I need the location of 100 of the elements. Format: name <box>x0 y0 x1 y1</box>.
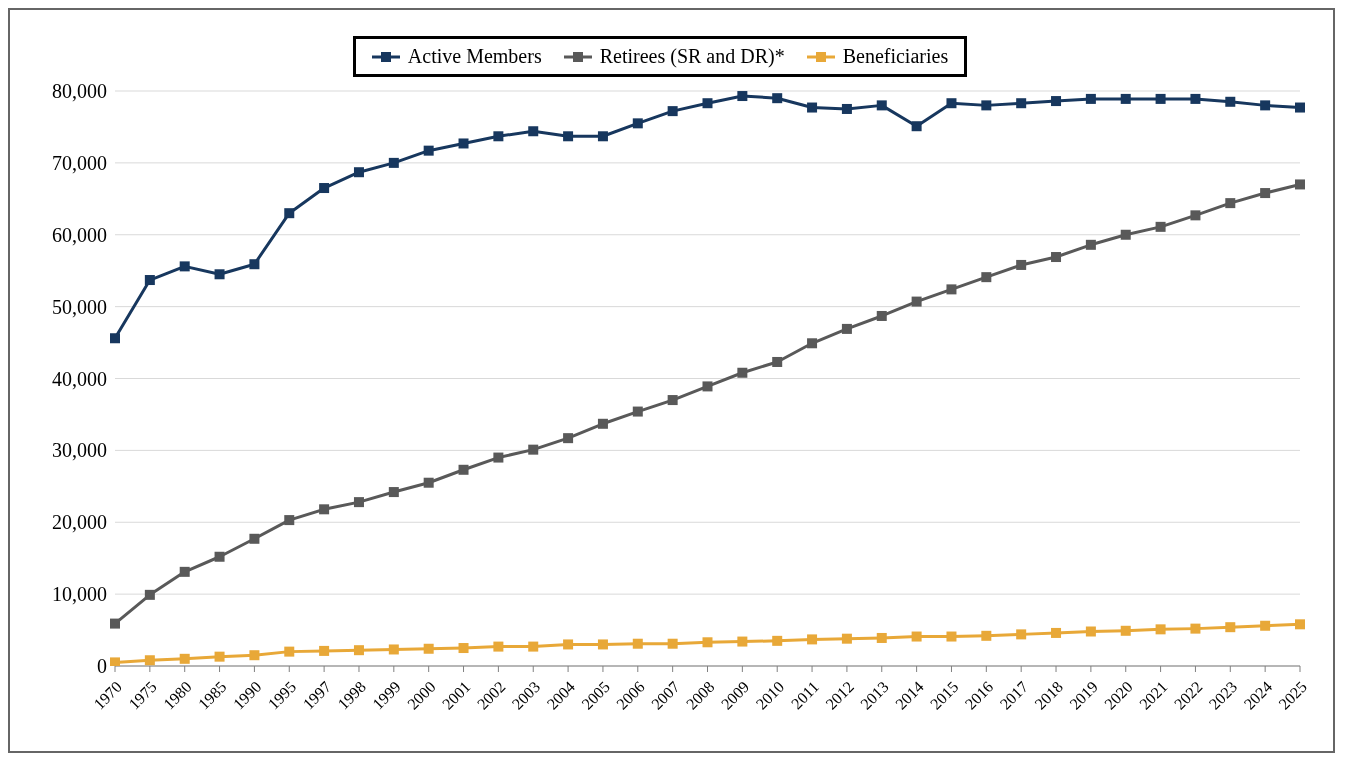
point <box>911 296 922 307</box>
point <box>353 167 364 178</box>
point <box>110 333 120 344</box>
point <box>249 533 260 544</box>
point <box>493 131 504 142</box>
point <box>737 91 748 102</box>
point <box>841 323 852 334</box>
point <box>667 638 678 649</box>
point <box>458 464 469 475</box>
point <box>1016 259 1027 270</box>
point <box>110 618 120 629</box>
point <box>807 338 818 349</box>
point <box>946 284 957 295</box>
point <box>493 641 504 652</box>
point <box>1190 93 1201 104</box>
point <box>284 646 295 657</box>
point <box>772 93 783 104</box>
point <box>388 157 399 168</box>
point <box>911 121 922 132</box>
point <box>807 102 818 113</box>
y-tick-label: 0 <box>97 655 107 678</box>
point <box>179 261 190 272</box>
point <box>1120 229 1131 240</box>
point <box>597 131 608 142</box>
point <box>249 259 260 270</box>
point <box>772 356 783 367</box>
y-tick-label: 40,000 <box>52 367 107 390</box>
y-tick-label: 80,000 <box>52 80 107 103</box>
point <box>981 272 992 283</box>
point <box>214 651 225 662</box>
point <box>1225 96 1236 107</box>
point <box>1016 629 1027 640</box>
point <box>284 515 295 526</box>
point <box>737 636 748 647</box>
point <box>179 653 190 664</box>
point <box>214 551 225 562</box>
point <box>458 643 469 654</box>
point <box>1120 625 1131 636</box>
point <box>1085 239 1096 250</box>
point <box>319 183 330 194</box>
point <box>563 639 574 650</box>
legend-label: Active Members <box>406 45 542 68</box>
point <box>493 452 504 463</box>
point <box>1085 626 1096 637</box>
point <box>667 395 678 406</box>
point <box>702 637 713 648</box>
point <box>1155 93 1166 104</box>
point <box>597 418 608 429</box>
point <box>144 589 155 600</box>
y-tick-label: 30,000 <box>52 439 107 462</box>
point <box>1155 221 1166 232</box>
point <box>772 635 783 646</box>
point <box>1260 620 1271 631</box>
point <box>423 477 434 488</box>
point <box>144 275 155 286</box>
y-tick-label: 70,000 <box>52 151 107 174</box>
point <box>423 145 434 156</box>
point <box>1260 100 1271 111</box>
point <box>702 381 713 392</box>
point <box>1016 98 1027 109</box>
point <box>1085 93 1096 104</box>
x-tick-label: 1980 <box>160 678 195 713</box>
point <box>528 641 539 652</box>
point <box>667 106 678 117</box>
point <box>1051 96 1062 107</box>
point <box>1190 623 1201 634</box>
point <box>1225 622 1236 633</box>
point <box>1225 198 1236 209</box>
point <box>458 138 469 149</box>
point <box>632 118 643 129</box>
point <box>249 650 260 661</box>
point <box>841 633 852 644</box>
point <box>353 645 364 656</box>
point <box>911 631 922 642</box>
point <box>876 632 887 643</box>
point <box>214 269 225 280</box>
y-tick-label: 50,000 <box>52 295 107 318</box>
point <box>946 631 957 642</box>
legend-label: Beneficiaries <box>841 45 949 68</box>
point <box>946 98 957 109</box>
point <box>841 103 852 114</box>
point <box>1051 252 1062 263</box>
point <box>319 504 330 515</box>
point <box>1295 179 1305 190</box>
point <box>319 645 330 656</box>
point <box>807 634 818 645</box>
point <box>981 630 992 641</box>
point <box>876 100 887 111</box>
x-tick-label: 1999 <box>369 678 404 713</box>
y-tick-label: 20,000 <box>52 511 107 534</box>
point <box>144 655 155 666</box>
point <box>981 100 992 111</box>
point <box>563 433 574 444</box>
point <box>597 639 608 650</box>
point <box>563 131 574 142</box>
point <box>632 638 643 649</box>
point <box>1190 210 1201 221</box>
point <box>1295 102 1305 113</box>
point <box>1051 627 1062 638</box>
point <box>284 208 295 219</box>
